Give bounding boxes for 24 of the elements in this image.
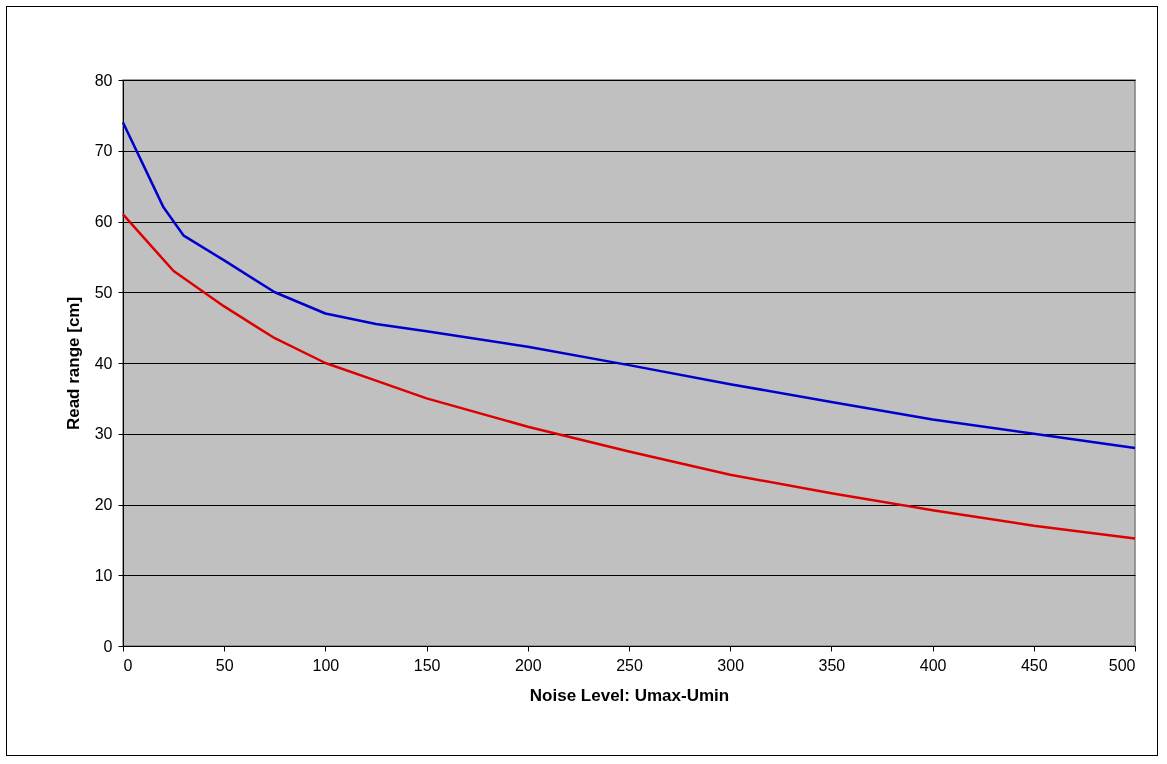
y-tick-label: 30	[94, 425, 113, 443]
x-tick-label: 500	[1108, 656, 1136, 674]
y-tick-label: 80	[94, 71, 113, 89]
y-axis-title: Read range [cm]	[63, 296, 83, 431]
y-tick-label: 60	[94, 213, 113, 230]
y-tick-label: 10	[94, 566, 113, 584]
y-tick-label: 50	[94, 283, 113, 301]
x-tick-label: 100	[312, 656, 340, 674]
x-tick-label: 250	[616, 656, 643, 674]
x-tick-label: 50	[215, 656, 234, 674]
y-tick-label: 20	[94, 496, 113, 513]
x-tick-label: 200	[514, 656, 542, 674]
x-tick-label: 350	[818, 656, 846, 674]
line-series	[121, 121, 1137, 450]
y-tick-label: 70	[94, 142, 113, 160]
line-series	[121, 213, 1137, 540]
x-tick-label: 450	[1020, 656, 1048, 674]
y-tick-label: 40	[94, 354, 113, 372]
x-tick-label: 400	[919, 656, 947, 674]
x-tick-label: 0	[123, 656, 133, 674]
x-axis-title: Noise Level: Umax-Umin	[529, 685, 730, 705]
x-tick-label: 300	[717, 656, 745, 674]
x-tick-label: 150	[413, 656, 441, 674]
y-tick-label: 0	[103, 637, 113, 655]
